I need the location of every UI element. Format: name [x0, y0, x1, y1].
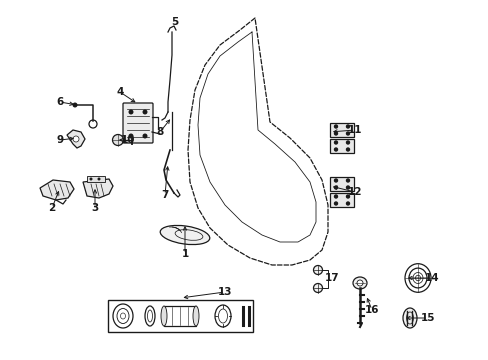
Circle shape [313, 266, 322, 274]
Circle shape [128, 109, 133, 114]
Bar [329, 123, 353, 137]
Circle shape [142, 109, 147, 114]
Text: 11: 11 [347, 125, 362, 135]
Text: 2: 2 [48, 203, 56, 213]
Text: 4: 4 [116, 87, 123, 97]
Text: 17: 17 [324, 273, 339, 283]
Circle shape [333, 185, 338, 190]
Text: 12: 12 [347, 187, 362, 197]
Circle shape [313, 284, 322, 292]
Text: 8: 8 [156, 127, 163, 137]
Text: 16: 16 [364, 305, 379, 315]
Bar [329, 177, 353, 191]
Circle shape [345, 201, 349, 206]
Circle shape [345, 140, 349, 145]
Polygon shape [40, 180, 74, 200]
Text: 7: 7 [161, 190, 168, 200]
Circle shape [356, 280, 362, 286]
Bar [87, 176, 105, 182]
Circle shape [333, 124, 338, 129]
Polygon shape [67, 130, 85, 148]
Circle shape [345, 194, 349, 199]
Text: 3: 3 [91, 203, 99, 213]
Text: 15: 15 [420, 313, 434, 323]
Text: 10: 10 [121, 135, 135, 145]
Circle shape [333, 178, 338, 183]
Ellipse shape [193, 306, 199, 326]
Bar [329, 139, 353, 153]
Circle shape [345, 185, 349, 190]
Text: 13: 13 [217, 287, 232, 297]
Ellipse shape [352, 277, 366, 289]
Text: 1: 1 [181, 249, 188, 259]
Circle shape [73, 136, 79, 142]
Circle shape [345, 131, 349, 136]
Circle shape [72, 103, 77, 108]
Circle shape [333, 201, 338, 206]
Ellipse shape [160, 225, 209, 244]
Ellipse shape [161, 306, 167, 326]
Bar [163, 306, 196, 326]
Circle shape [345, 147, 349, 152]
Bar [108, 300, 252, 332]
Circle shape [333, 194, 338, 199]
Circle shape [345, 124, 349, 129]
Circle shape [333, 140, 338, 145]
Circle shape [97, 177, 101, 180]
Circle shape [128, 134, 133, 139]
Bar [329, 193, 353, 207]
Circle shape [112, 135, 123, 145]
Polygon shape [83, 179, 113, 198]
Text: 14: 14 [424, 273, 438, 283]
Text: 9: 9 [56, 135, 63, 145]
Circle shape [333, 147, 338, 152]
Circle shape [142, 134, 147, 139]
Circle shape [345, 178, 349, 183]
Ellipse shape [402, 308, 416, 328]
Circle shape [333, 131, 338, 136]
FancyBboxPatch shape [123, 103, 153, 143]
Text: 5: 5 [171, 17, 178, 27]
Circle shape [89, 177, 92, 180]
Text: 6: 6 [56, 97, 63, 107]
